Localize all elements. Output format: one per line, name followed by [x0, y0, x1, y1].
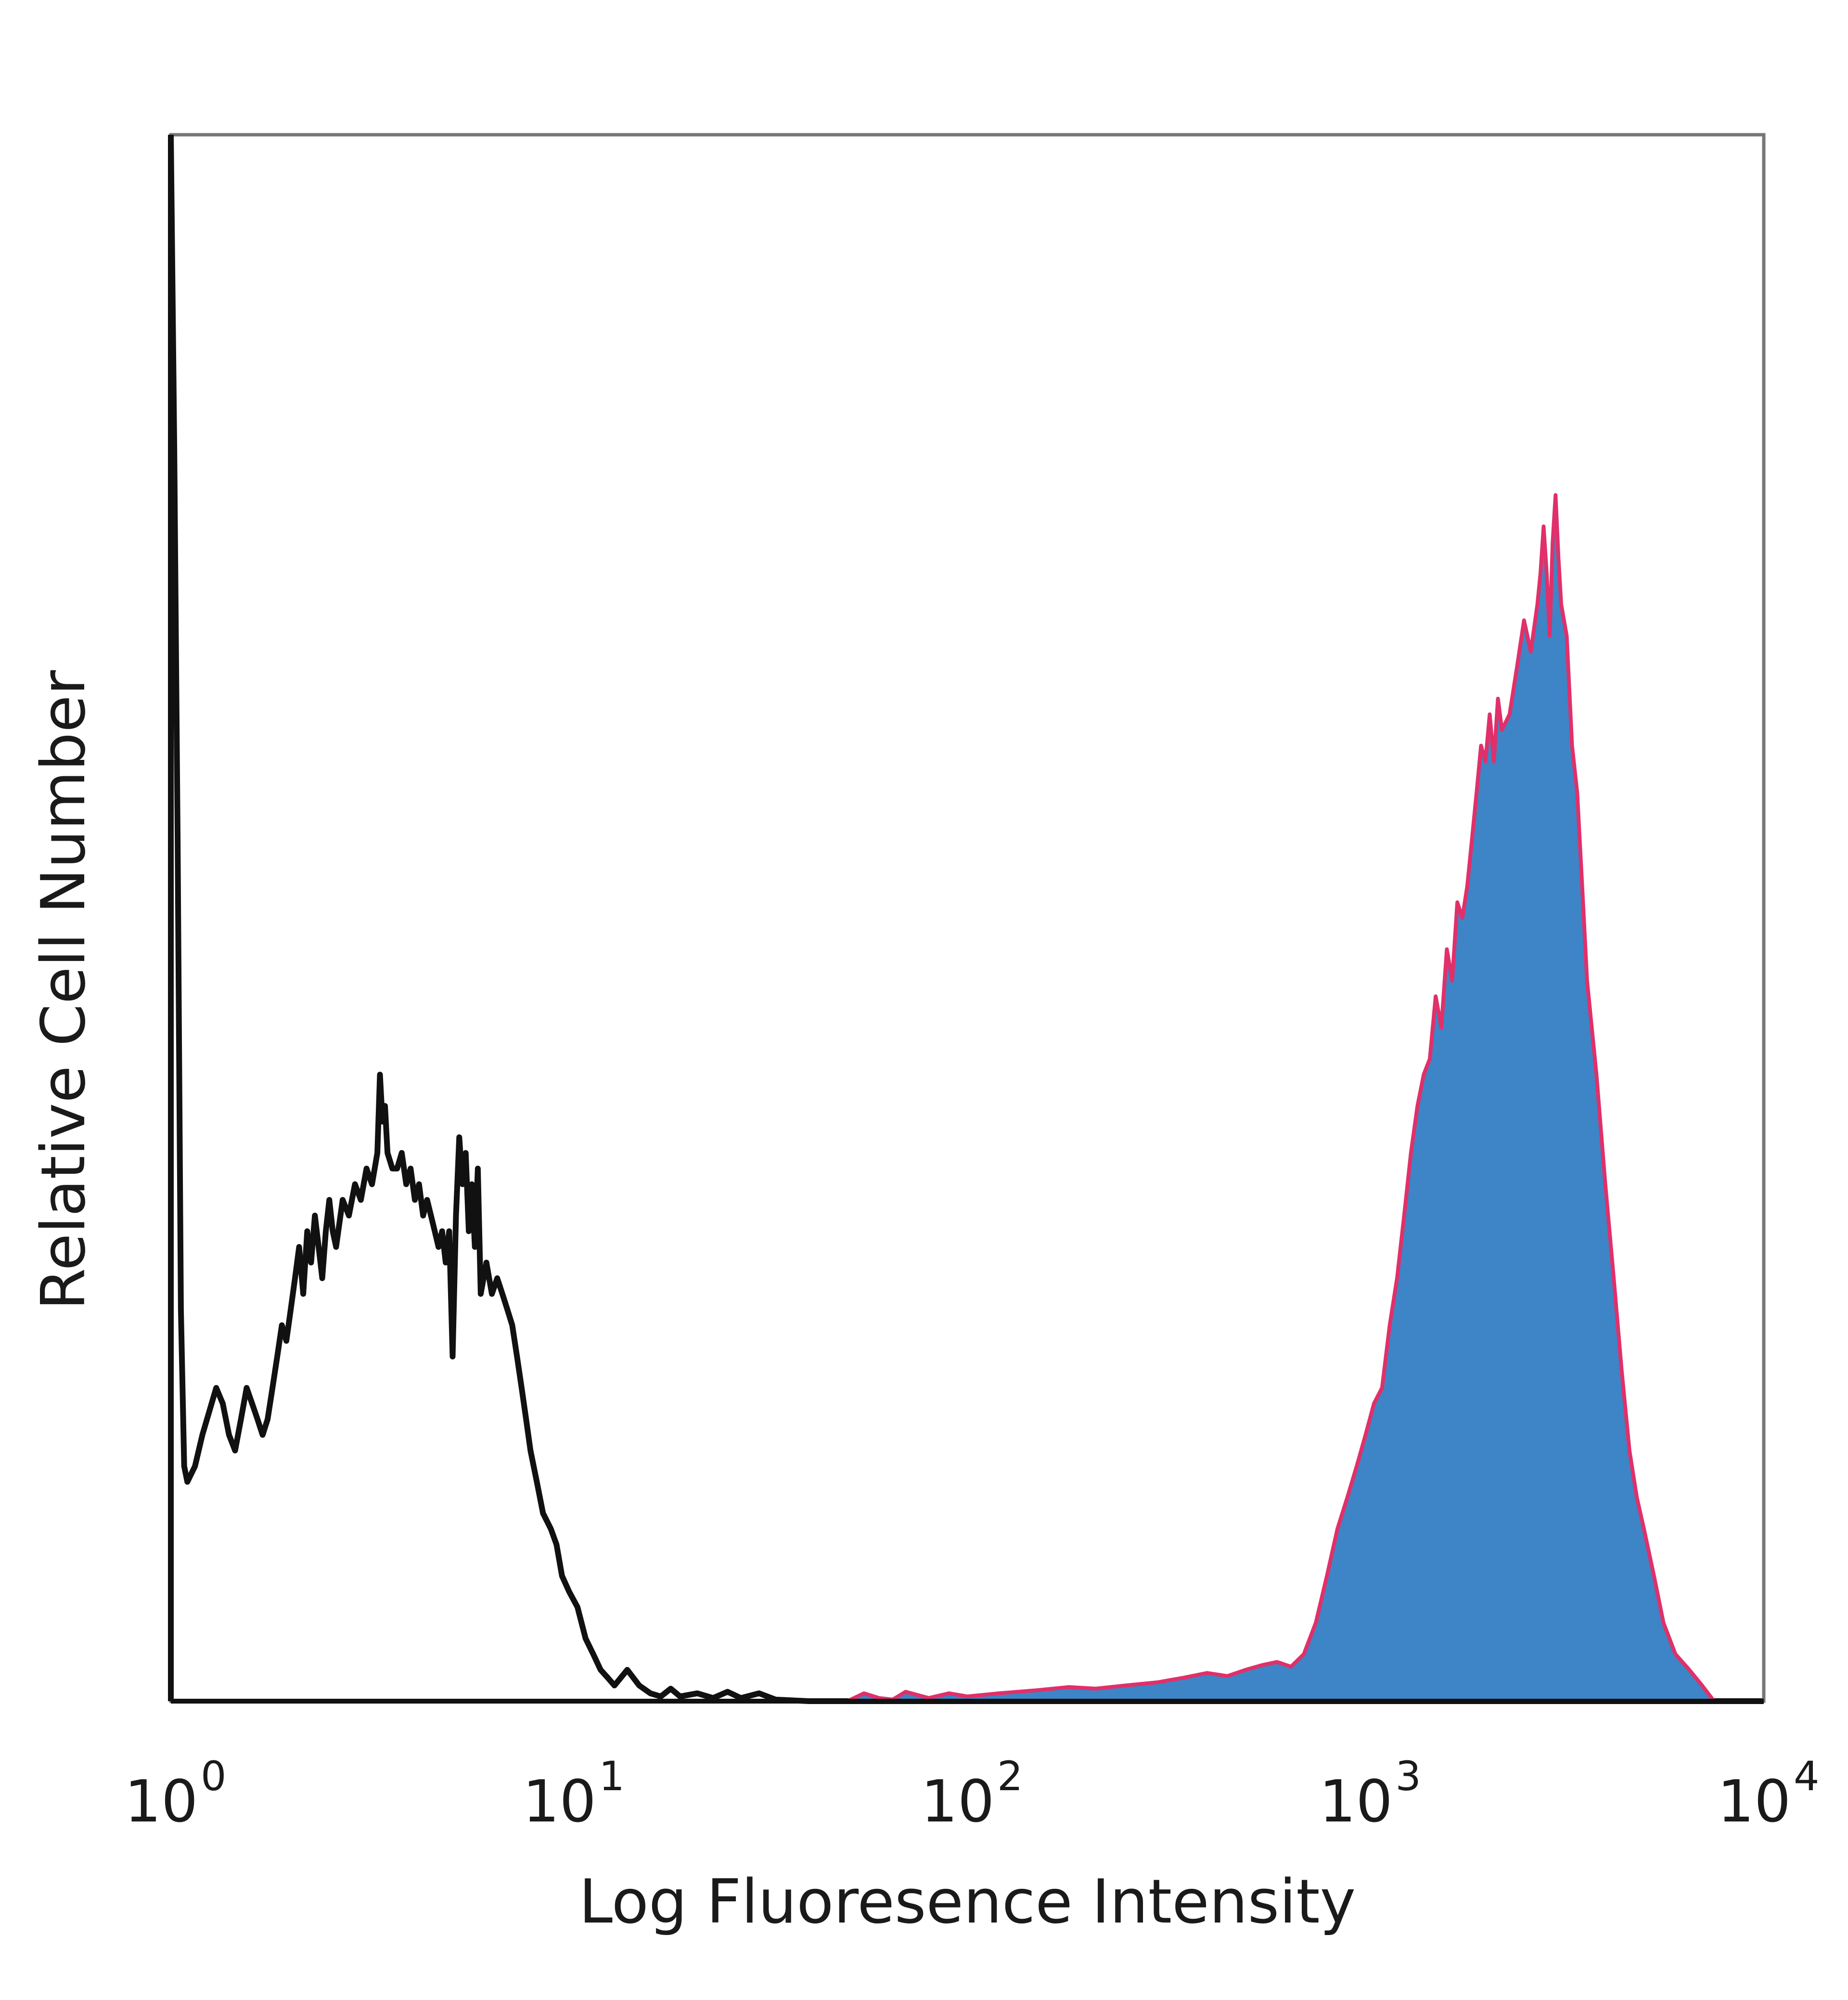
- x-tick-exponent-3: 3: [1396, 1753, 1421, 1800]
- series-1-outline: [171, 493, 1716, 1703]
- series-1-fill: [171, 495, 1714, 1701]
- x-tick-exponent-1: 1: [599, 1753, 625, 1800]
- x-tick-exponent-4: 4: [1794, 1753, 1819, 1800]
- x-tick-exponent-2: 2: [997, 1753, 1023, 1800]
- x-axis-label: Log Fluoresence Intensity: [579, 1866, 1356, 1937]
- series-layer: [168, 134, 1764, 1704]
- x-tick-label-0: 10: [125, 1769, 198, 1835]
- x-tick-label-1: 10: [523, 1769, 596, 1835]
- x-tick-exponent-0: 0: [201, 1753, 226, 1800]
- x-tick-label-3: 10: [1319, 1769, 1393, 1835]
- x-tick-label-2: 10: [921, 1769, 995, 1835]
- x-tick-labels: 10 0 10 1 10 2 10 3 10 4: [125, 1753, 1820, 1835]
- series-0-line: [168, 134, 1764, 1704]
- x-tick-label-4: 10: [1718, 1769, 1791, 1835]
- y-axis-label: Relative Cell Number: [28, 670, 99, 1310]
